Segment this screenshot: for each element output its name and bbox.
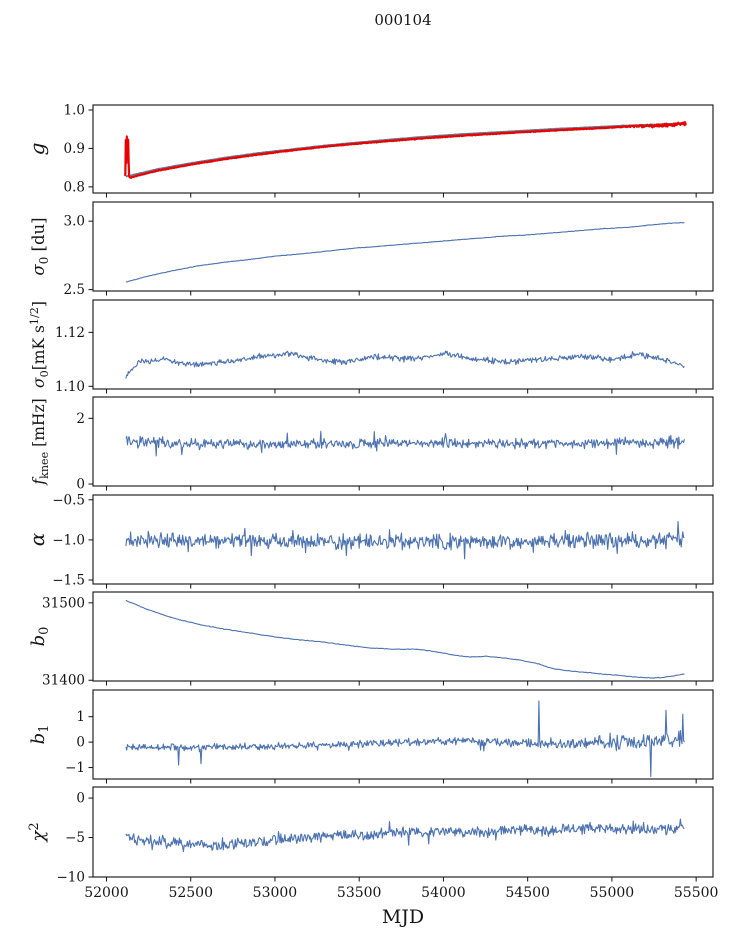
y-tick-label: 0 [76, 791, 85, 807]
panel-frame-g [92, 104, 714, 194]
panel-fknee: 0 2 fknee [mHz] [30, 396, 714, 493]
x-tick-label: 54500 [505, 885, 550, 901]
y-tick-label: 3.0 [64, 214, 85, 230]
panel-frame-chi2 [92, 786, 714, 878]
panel-frame-sigma0-du [92, 201, 714, 292]
y-axis-label-sigma0-mk: σ0[mK s1/2] [28, 301, 51, 388]
x-tick-label: 55000 [590, 885, 635, 901]
y-axis-label-alpha: α [25, 532, 49, 546]
y-axis-label-sigma0-du: σ0 [du] [29, 217, 51, 275]
y-tick-label: 0 [76, 477, 85, 493]
y-tick-label: 2.5 [64, 282, 85, 298]
panel-frame-fknee [92, 396, 714, 487]
panel-frame-b0 [92, 591, 714, 682]
y-tick-label: 0 [76, 735, 85, 751]
y-axis-label-b1: b1 [28, 725, 52, 745]
series-gain-fit [124, 121, 687, 179]
series-gain-model [125, 122, 685, 178]
x-tick-label: 55500 [674, 885, 719, 901]
panel-sigma0-du: 2.5 3.0 σ0 [du] [29, 201, 714, 298]
y-axis-label-fknee: fknee [mHz] [30, 398, 51, 485]
y-tick-label: 0.9 [64, 141, 85, 157]
panel-frame-sigma0-mk [92, 299, 714, 390]
y-tick-label: 1 [76, 709, 85, 725]
y-axis-label-g: g [25, 143, 49, 156]
x-tick-label: 52500 [168, 885, 213, 901]
series-b1 [125, 700, 685, 778]
panel-alpha: −1.5 −1.0 −0.5 α [25, 492, 714, 589]
y-tick-label: −1.0 [52, 532, 85, 548]
y-tick-label: 0.8 [64, 179, 85, 195]
panel-frame-b1 [92, 689, 714, 780]
panel-g: 0.8 0.9 1.0 g [25, 102, 714, 198]
series-alpha [125, 520, 685, 560]
y-tick-label: −5 [65, 830, 85, 846]
series-sigma0-mk [125, 350, 685, 379]
x-axis-label: MJD [382, 906, 424, 928]
y-tick-label: −10 [57, 870, 86, 886]
panel-chi2: −10 −5 0 χ2 [27, 786, 714, 886]
series-b0 [125, 599, 685, 679]
x-tick-label: 53000 [253, 885, 298, 901]
y-tick-label: 1.10 [55, 379, 85, 395]
y-tick-label: 2 [76, 411, 85, 427]
series-sigma0-du [125, 221, 685, 283]
y-tick-label: 31400 [42, 673, 85, 689]
y-tick-label: 1.12 [55, 325, 85, 341]
x-tick-label: 54000 [421, 885, 466, 901]
y-tick-label: −1 [65, 760, 85, 776]
x-axis-group: 52000 52500 53000 53500 54000 54500 55000 55500 [84, 885, 718, 901]
y-axis-label-b0: b0 [28, 627, 52, 647]
y-tick-label: −1.5 [52, 572, 85, 588]
y-tick-label: 31500 [42, 595, 85, 611]
y-axis-label-chi2: χ2 [27, 822, 49, 843]
panel-b0: 31400 31500 b0 [28, 591, 714, 689]
series-chi2 [125, 818, 685, 853]
x-tick-label: 53500 [337, 885, 382, 901]
y-tick-label: −0.5 [52, 492, 85, 508]
y-tick-label: 1.0 [64, 102, 85, 118]
series-fknee [125, 430, 685, 457]
x-tick-label: 52000 [84, 885, 129, 901]
figure-title: 000104 [374, 11, 431, 29]
panel-b1: −1 0 1 b1 [28, 689, 714, 784]
